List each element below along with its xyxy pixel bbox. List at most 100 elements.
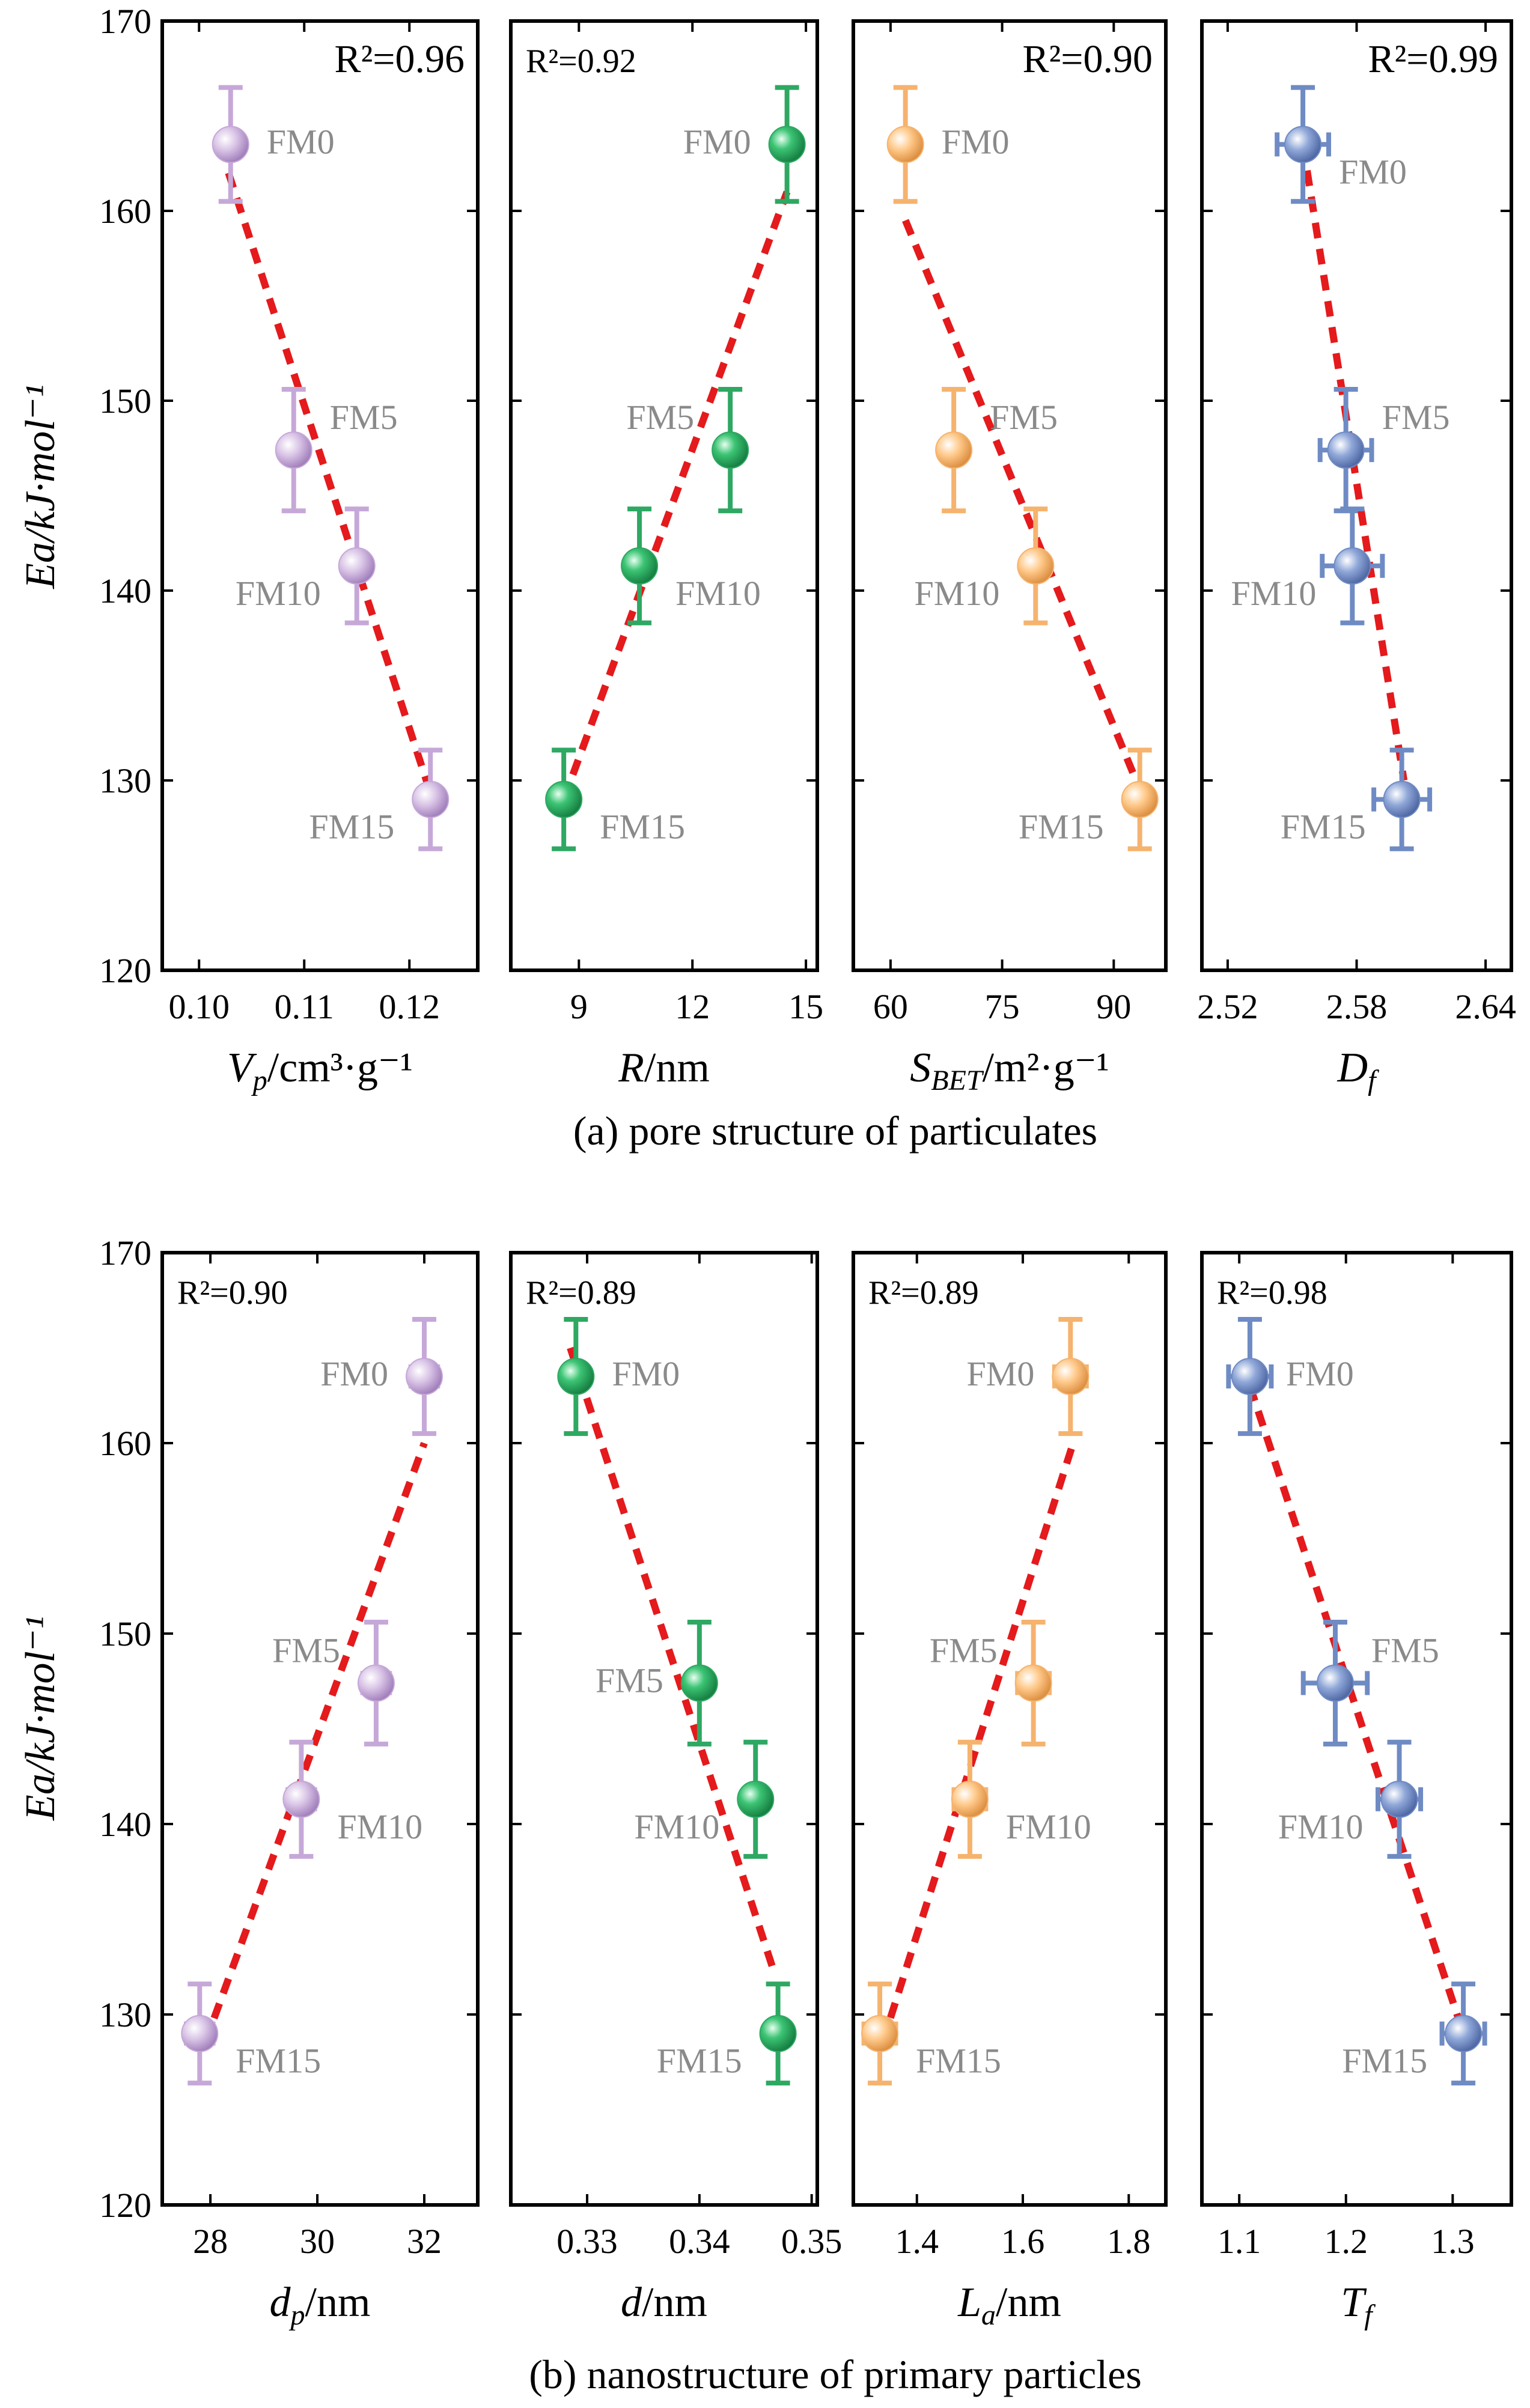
x-tick-label-a-r-1: 12 — [675, 987, 710, 1026]
plot-frame-b-dp — [160, 1251, 480, 2207]
point-label: FM10 — [915, 574, 1000, 613]
data-point-a-df-fm10: FM10 — [1231, 506, 1385, 625]
point-label: FM10 — [1231, 574, 1317, 613]
panel-a-sbet: 60 75 90 SBET/m²·g⁻¹ R²=0.90 FM0 FM5 FM10 FM15 — [852, 19, 1168, 1096]
point-marker — [1052, 1358, 1090, 1396]
x-tick-label-a-sbet-1: 75 — [985, 987, 1020, 1026]
fit-line-b-d — [567, 1346, 776, 1968]
y-tick-label-b-dp-170: 170 — [99, 1233, 151, 1272]
point-marker — [1333, 547, 1371, 585]
x-tick-label-a-sbet-2: 90 — [1096, 987, 1131, 1026]
point-label: FM5 — [930, 1631, 998, 1670]
y-tick-label-a-vp-130: 130 — [99, 761, 151, 800]
point-label: FM15 — [1281, 807, 1366, 847]
x-tick-label-a-df-2: 2.64 — [1455, 987, 1516, 1026]
fit-line-b-tf — [1246, 1385, 1467, 2035]
r-squared-a-vp: R²=0.96 — [334, 37, 465, 81]
y-tick-label-a-vp-160: 160 — [99, 192, 151, 231]
data-point-a-df-fm15: FM15 — [1281, 747, 1433, 851]
point-label: FM5 — [626, 398, 694, 437]
y-tick-label-b-dp-140: 140 — [99, 1805, 151, 1844]
y-tick-label-a-vp-120: 120 — [99, 951, 151, 990]
x-axis-title-a-sbet: SBET/m²·g⁻¹ — [910, 1045, 1109, 1096]
x-tick-label-b-la-1: 1.6 — [1001, 2222, 1045, 2261]
point-marker — [357, 1664, 395, 1702]
data-point-a-sbet-fm0: FM0 — [886, 85, 1010, 204]
point-marker — [861, 2014, 899, 2052]
point-label: FM10 — [634, 1807, 719, 1846]
point-marker — [545, 780, 583, 818]
x-axis-title-a-vp: Vp/cm³·g⁻¹ — [227, 1045, 413, 1096]
point-label: FM10 — [337, 1807, 422, 1846]
point-label: FM0 — [1286, 1354, 1354, 1393]
x-tick-label-a-vp-2: 0.12 — [379, 987, 440, 1026]
plot-frame-a-r — [509, 19, 819, 972]
point-marker — [1327, 431, 1365, 469]
r-squared-b-la: R²=0.89 — [868, 1274, 979, 1312]
point-marker — [406, 1358, 443, 1396]
data-point-a-vp-fm10: FM10 — [236, 506, 376, 625]
point-label: FM10 — [236, 574, 321, 613]
point-label: FM0 — [967, 1354, 1035, 1393]
x-axis-title-a-r: R/nm — [618, 1045, 710, 1091]
data-point-a-sbet-fm5: FM5 — [935, 387, 1058, 514]
panel-a-r: 9 12 15 R/nm R²=0.92 FM0 FM5 FM10 FM15 — [509, 19, 823, 1091]
point-label: FM0 — [942, 122, 1010, 161]
x-axis-title-b-dp: dp/nm — [270, 2279, 371, 2331]
caption-a: (a) pore structure of particulates — [573, 1108, 1097, 1154]
x-axis-title-b-la: La/nm — [957, 2279, 1061, 2331]
panel-b-la: 1.4 1.6 1.8 La/nm R²=0.89 FM0 FM5 FM10 FM15 — [852, 1251, 1168, 2331]
data-point-a-r-fm10: FM10 — [621, 506, 761, 625]
point-label: FM0 — [683, 122, 751, 161]
x-tick-label-a-r-0: 9 — [570, 987, 588, 1026]
data-point-a-sbet-fm10: FM10 — [915, 506, 1055, 625]
data-point-b-tf-fm10: FM10 — [1278, 1739, 1424, 1859]
point-marker — [1316, 1664, 1354, 1702]
point-label: FM5 — [1371, 1631, 1439, 1670]
data-point-a-r-fm15: FM15 — [545, 747, 685, 851]
fit-line-a-sbet — [902, 219, 1140, 782]
data-point-b-tf-fm5: FM5 — [1300, 1619, 1439, 1747]
panel-a-vp: 120 130 140 150 160 170 0.10 0.11 0.12 Vp/cm³·g⁻¹… — [99, 2, 480, 1096]
point-marker — [181, 2014, 219, 2052]
point-marker — [1445, 2014, 1483, 2052]
data-point-b-tf-fm15: FM15 — [1342, 1981, 1487, 2086]
row-b: 120 130 140 150 160 170 28 30 32 dp/nm R²=0.90 FM0 F… — [99, 1233, 1513, 2397]
point-label: FM5 — [272, 1631, 340, 1670]
point-label: FM15 — [309, 807, 394, 847]
y-tick-label-b-dp-130: 130 — [99, 1995, 151, 2034]
point-label: FM15 — [1019, 807, 1104, 847]
point-label: FM15 — [657, 2042, 742, 2081]
x-axis-title-b-d: d/nm — [621, 2279, 707, 2326]
x-tick-label-b-tf-1: 1.2 — [1324, 2222, 1368, 2261]
x-tick-label-b-d-0: 0.33 — [556, 2222, 618, 2261]
point-marker — [1284, 126, 1322, 163]
y-tick-label-b-dp-160: 160 — [99, 1424, 151, 1463]
x-tick-label-a-vp-0: 0.10 — [169, 987, 230, 1026]
y-tick-label-a-vp-140: 140 — [99, 571, 151, 610]
x-tick-label-b-d-1: 0.34 — [669, 2222, 730, 2261]
point-label: FM15 — [600, 807, 685, 847]
data-point-b-la-fm15: FM15 — [861, 1981, 1001, 2086]
point-label: FM10 — [675, 574, 761, 613]
point-label: FM15 — [916, 2042, 1001, 2081]
data-point-a-vp-fm15: FM15 — [309, 747, 450, 851]
point-marker — [1014, 1664, 1052, 1702]
r-squared-a-df: R²=0.99 — [1368, 37, 1498, 81]
data-point-a-vp-fm5: FM5 — [275, 387, 398, 514]
point-marker — [1383, 780, 1421, 818]
plot-frame-b-d — [509, 1251, 819, 2207]
x-tick-label-b-la-2: 1.8 — [1107, 2222, 1151, 2261]
point-label: FM5 — [330, 398, 398, 437]
x-tick-label-b-dp-2: 32 — [407, 2222, 442, 2261]
x-tick-label-a-df-0: 2.52 — [1197, 987, 1258, 1026]
data-point-a-sbet-fm15: FM15 — [1019, 747, 1159, 851]
r-squared-b-tf: R²=0.98 — [1217, 1274, 1327, 1312]
plot-frame-b-la — [852, 1251, 1168, 2207]
y-tick-label-a-vp-170: 170 — [99, 2, 151, 41]
point-marker — [886, 126, 924, 163]
x-axis-title-a-df: Df — [1337, 1045, 1380, 1096]
point-marker — [275, 431, 312, 469]
point-marker — [737, 1780, 775, 1818]
